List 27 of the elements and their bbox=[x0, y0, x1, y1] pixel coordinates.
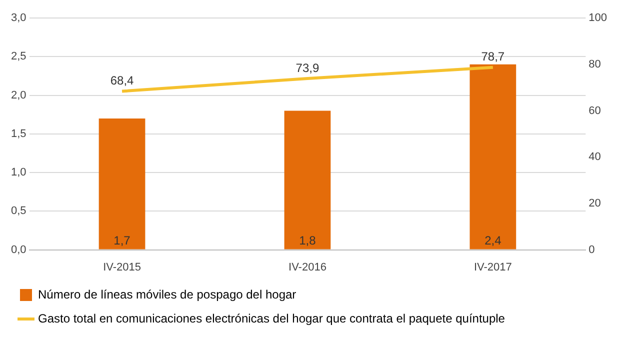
bar bbox=[98, 118, 146, 250]
y-tick-label: 2,0 bbox=[10, 89, 26, 102]
x-tick-label: IV-2017 bbox=[474, 261, 512, 274]
y-tick-label: 0,5 bbox=[10, 205, 26, 218]
y2-tick-label: 100 bbox=[588, 12, 608, 24]
y-tick-label: 0,0 bbox=[10, 244, 26, 256]
y-tick-label: 3,0 bbox=[10, 12, 26, 24]
data-label: 68,4 bbox=[110, 74, 134, 88]
data-label: 73,9 bbox=[296, 60, 320, 75]
data-label: 1,7 bbox=[114, 234, 131, 248]
data-label: 2,4 bbox=[484, 234, 502, 248]
y2-tick-label: 0 bbox=[588, 244, 595, 256]
y2-tick-label: 80 bbox=[588, 58, 601, 70]
y-tick-label: 2,5 bbox=[10, 50, 26, 63]
data-label: 1,8 bbox=[299, 234, 316, 248]
x-tick-label: IV-2015 bbox=[103, 261, 141, 274]
y2-tick-label: 20 bbox=[588, 197, 601, 210]
bar bbox=[470, 64, 516, 250]
legend-label: Gasto total en comunicaciones electrónicas del hogar que contrata el paquete quíntuple bbox=[38, 311, 506, 326]
data-label: 78,7 bbox=[481, 50, 505, 64]
y-tick-label: 1,0 bbox=[10, 166, 26, 179]
y2-tick-label: 60 bbox=[588, 104, 601, 117]
y-tick-label: 1,5 bbox=[10, 128, 26, 140]
x-tick-label: IV-2016 bbox=[288, 261, 326, 274]
bar bbox=[284, 110, 331, 250]
y2-tick-label: 40 bbox=[588, 151, 601, 164]
legend-label: Número de líneas móviles de pospago del hogar bbox=[38, 287, 296, 302]
